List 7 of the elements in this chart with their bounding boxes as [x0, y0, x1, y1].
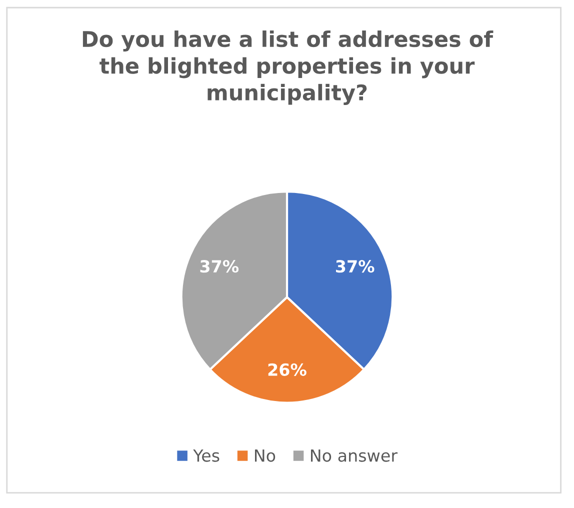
legend-label: No answer — [311, 449, 398, 462]
data-label: 37% — [200, 260, 239, 273]
legend-label: No — [255, 449, 276, 462]
legend-label: Yes — [193, 449, 220, 462]
data-label: 37% — [336, 260, 374, 273]
chart-title: Do you have a list of addresses of the blighted properties in your municipality? — [82, 30, 494, 105]
data-label: 26% — [268, 363, 306, 376]
